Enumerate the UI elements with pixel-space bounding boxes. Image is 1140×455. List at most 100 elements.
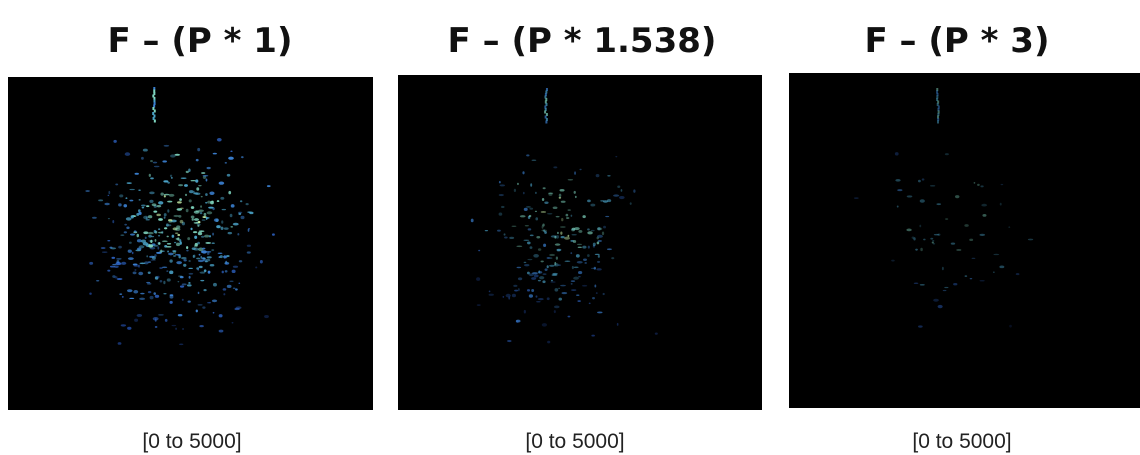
speckle <box>138 272 143 275</box>
image <box>8 77 373 410</box>
speckle <box>176 225 180 228</box>
speckle <box>168 221 172 223</box>
speckle <box>146 282 150 283</box>
speckle <box>544 202 548 204</box>
speckle <box>179 239 181 242</box>
speckle <box>178 184 183 186</box>
speckle <box>597 311 602 313</box>
speckle <box>516 320 521 323</box>
speckle <box>195 193 200 195</box>
speckle <box>118 342 122 345</box>
speckle <box>578 276 581 277</box>
speckle <box>129 298 134 299</box>
speckle <box>476 277 480 281</box>
speckle <box>188 282 190 284</box>
speckle <box>544 231 547 234</box>
speckle <box>227 174 231 177</box>
speckle <box>891 260 895 262</box>
speckle <box>178 215 181 218</box>
speckle <box>224 227 229 229</box>
speckle <box>177 254 180 256</box>
speckle <box>165 319 168 322</box>
speckle <box>504 233 506 235</box>
speckle <box>979 234 985 236</box>
speckle <box>217 138 222 142</box>
speckle <box>964 224 968 227</box>
speckle <box>163 180 168 182</box>
speckle <box>171 177 173 179</box>
speckle <box>559 189 564 192</box>
speckle <box>499 213 503 216</box>
speckle <box>180 285 184 287</box>
speckle <box>536 301 541 302</box>
speckle <box>124 224 127 226</box>
speckle <box>225 162 227 164</box>
speckle <box>209 235 211 237</box>
speckle <box>150 177 154 179</box>
speckle <box>212 201 214 203</box>
speckle <box>524 262 527 263</box>
speckle <box>477 304 481 305</box>
speckle <box>596 174 600 177</box>
speckle <box>134 269 136 270</box>
speckle <box>146 219 150 221</box>
speckle <box>104 203 109 205</box>
speckle <box>139 263 145 265</box>
speckle <box>216 225 220 228</box>
speckle <box>587 228 590 230</box>
speckle <box>140 293 144 295</box>
speckle <box>554 263 558 266</box>
speckle <box>163 293 166 294</box>
speckle <box>108 218 110 219</box>
speckle <box>557 249 562 251</box>
speckle <box>204 213 207 216</box>
speckle <box>523 240 529 241</box>
speckle <box>219 314 223 317</box>
speckle <box>202 248 205 250</box>
speckle <box>199 325 203 327</box>
range-label: [0 to 5000] <box>525 430 624 453</box>
speckle <box>186 250 188 252</box>
speckle <box>854 197 859 198</box>
speckle <box>513 285 517 287</box>
speckle <box>169 271 173 275</box>
speckle <box>930 185 935 186</box>
speckle <box>617 323 619 326</box>
speckle <box>500 184 506 186</box>
speckle <box>982 214 986 217</box>
speckle <box>571 234 576 235</box>
speckle <box>567 316 570 318</box>
speckle <box>153 210 157 212</box>
speckle <box>107 240 110 241</box>
speckle <box>577 244 582 245</box>
speckle <box>154 254 156 257</box>
speckle <box>153 292 156 295</box>
speckle <box>543 187 546 189</box>
speckle <box>182 328 184 330</box>
speckle <box>568 179 573 180</box>
speckle <box>149 174 151 177</box>
speckle <box>228 157 234 160</box>
speckle <box>223 293 225 295</box>
speckle <box>595 254 600 255</box>
speckle <box>920 284 925 285</box>
speckle <box>233 287 236 289</box>
speckle <box>200 212 203 214</box>
speckle <box>141 157 144 160</box>
speckle <box>157 205 162 207</box>
speckle <box>201 236 205 238</box>
speckle <box>128 257 134 260</box>
speckle <box>160 280 163 282</box>
speckle <box>178 275 182 276</box>
speckle <box>615 156 617 157</box>
speckle <box>559 197 561 199</box>
speckle <box>570 252 572 254</box>
speckle <box>118 246 122 249</box>
speckle <box>1009 325 1012 328</box>
speckle <box>212 242 215 244</box>
speckle <box>535 295 537 297</box>
speckle <box>605 216 609 217</box>
speckle <box>1000 203 1002 206</box>
speckle <box>231 204 235 208</box>
speckle <box>167 278 171 281</box>
